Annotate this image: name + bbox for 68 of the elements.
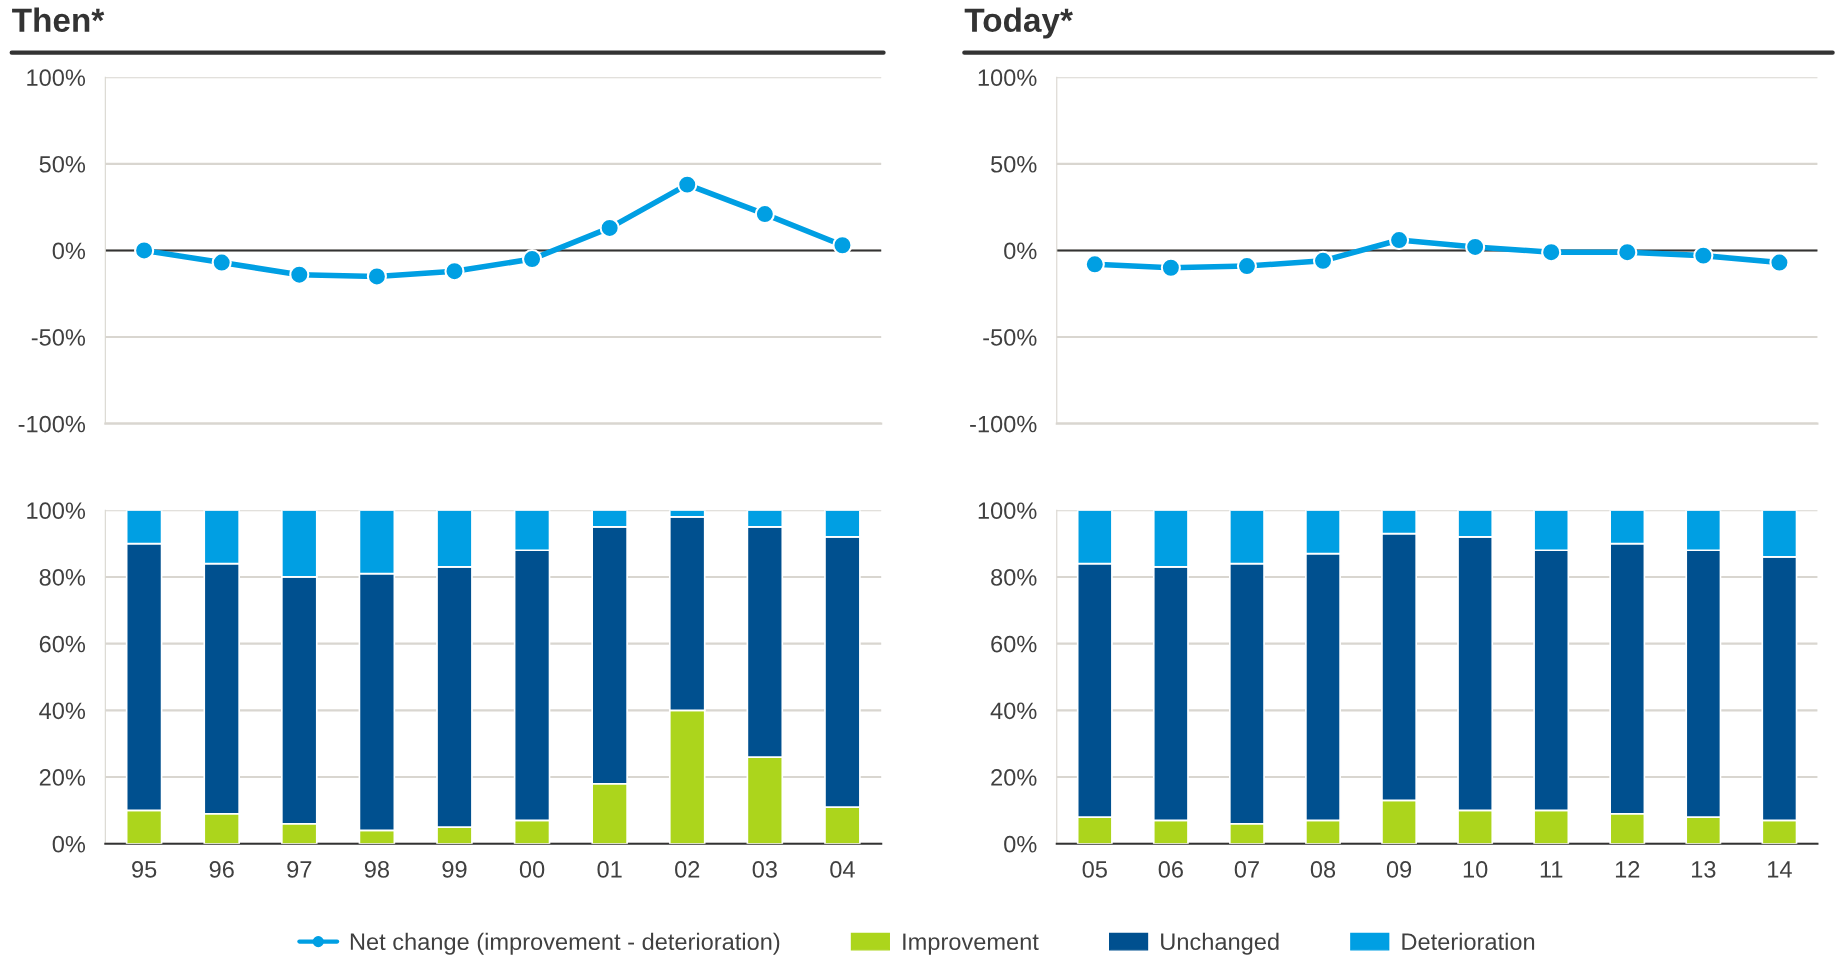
y-tick-label: 80% <box>39 569 86 586</box>
chart-title: Today* <box>964 7 1073 39</box>
y-tick-label: 40% <box>39 702 86 720</box>
y-tick-label: 20% <box>39 769 86 786</box>
point <box>211 252 232 273</box>
y-tick-label: 50% <box>991 155 1037 173</box>
y-tick-label: 60% <box>39 635 86 653</box>
point <box>1236 255 1257 277</box>
x-tick-label: 95 <box>132 861 157 878</box>
y-tick-label: -50% <box>983 329 1037 346</box>
x-tick-label: 97 <box>287 861 312 878</box>
x-tick-label: 98 <box>364 861 389 878</box>
y-tick-label: 100% <box>978 69 1037 87</box>
point <box>1541 242 1562 263</box>
point <box>1084 254 1105 275</box>
x-tick-label: 03 <box>752 861 777 878</box>
y-tick-label: 0% <box>1004 835 1037 853</box>
y-tick-label: 80% <box>991 569 1037 586</box>
x-tick-label: 07 <box>1234 861 1259 878</box>
x-tick-label: 06 <box>1158 861 1183 878</box>
x-tick-label: 10 <box>1463 861 1488 878</box>
y-tick-label: -100% <box>970 415 1037 433</box>
point <box>832 235 853 256</box>
x-tick-label: 08 <box>1310 861 1336 878</box>
point <box>1769 252 1790 273</box>
y-tick-label: 100% <box>27 69 86 87</box>
point <box>1465 236 1486 258</box>
chart-title: Then* <box>12 7 105 33</box>
point <box>1160 257 1181 278</box>
point <box>1312 250 1334 271</box>
point <box>1389 229 1410 251</box>
point <box>754 204 775 225</box>
legend-label: Improvement <box>903 933 1039 955</box>
y-tick-label: 60% <box>991 635 1037 653</box>
x-tick-label: 99 <box>442 861 467 878</box>
point <box>599 217 620 238</box>
point <box>1693 245 1714 266</box>
y-tick-label: 100% <box>978 502 1037 520</box>
legend-label: Deterioration <box>1402 932 1535 951</box>
legend-label: Unchanged <box>1161 932 1279 955</box>
y-tick-label: 100% <box>27 502 86 520</box>
x-tick-label: 96 <box>209 861 234 878</box>
y-tick-label: 0% <box>52 835 86 853</box>
x-tick-label: 09 <box>1386 861 1412 878</box>
x-tick-label: 02 <box>675 861 700 878</box>
point <box>134 240 155 261</box>
y-tick-label: 50% <box>39 155 86 173</box>
x-tick-label: 14 <box>1768 861 1792 878</box>
point <box>289 264 310 285</box>
point <box>522 249 543 270</box>
x-tick-label: 05 <box>1082 861 1107 878</box>
y-tick-label: 40% <box>990 702 1037 720</box>
x-tick-label: 01 <box>597 861 622 878</box>
point <box>444 261 465 282</box>
y-tick-label: 0% <box>1004 242 1037 260</box>
x-tick-label: 12 <box>1615 861 1640 878</box>
point <box>1617 242 1638 263</box>
legend-label: Net change (improvement - deterioration) <box>350 932 780 955</box>
y-tick-label: -50% <box>31 329 86 346</box>
x-tick-label: 13 <box>1692 861 1716 878</box>
point <box>366 266 387 287</box>
y-tick-label: 20% <box>991 769 1037 786</box>
y-tick-label: 0% <box>52 242 86 260</box>
point <box>677 174 698 195</box>
y-tick-label: -100% <box>18 415 86 433</box>
x-tick-label: 04 <box>830 861 855 878</box>
x-tick-label: 11 <box>1540 861 1563 878</box>
x-tick-label: 00 <box>519 861 545 878</box>
